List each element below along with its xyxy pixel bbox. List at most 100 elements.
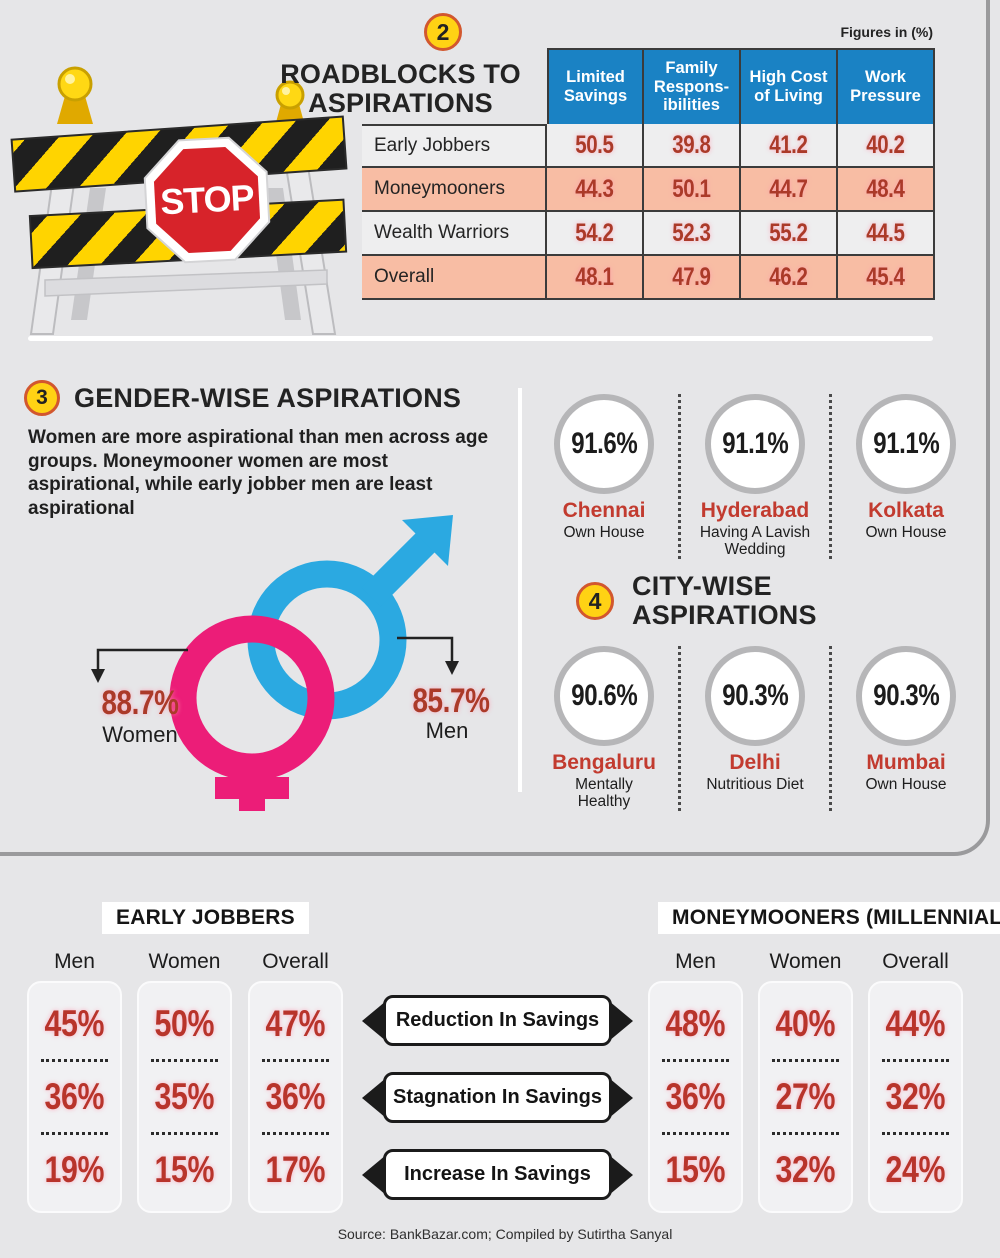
dotted-separator [262, 1059, 329, 1062]
city-row-top: 91.6% Chennai Own House 91.1% Hyderabad … [530, 394, 980, 559]
table-cell: 48.4 [838, 168, 935, 212]
men-callout-arrow [397, 636, 459, 675]
city-aspiration: Having A Lavish Wedding [699, 524, 811, 559]
table-value: 48.1 [575, 262, 614, 291]
city-title: CITY-WISE ASPIRATIONS [632, 571, 817, 631]
city-aspiration: Nutritious Diet [706, 776, 804, 793]
table-cell: 54.2 [547, 212, 644, 256]
stop-sign: STOP [143, 136, 271, 264]
savings-value: 45% [44, 1003, 105, 1044]
city-name: Mumbai [866, 751, 946, 774]
female-symbol [169, 615, 335, 811]
moneymooners-overall-column: 44% 32% 24% [868, 981, 963, 1213]
col-head-men: Men [675, 950, 716, 973]
table-cell: 47.9 [644, 256, 741, 300]
table-cell: 45.4 [838, 256, 935, 300]
roadblocks-title: ROADBLOCKS TO ASPIRATIONS [280, 59, 521, 119]
table-value: 44.7 [769, 174, 808, 203]
city-circle: 91.1% [856, 394, 956, 494]
city-name: Bengaluru [552, 751, 656, 774]
table-cell: 39.8 [644, 124, 741, 168]
city-aspiration: Own House [865, 776, 947, 793]
city-circle: 91.6% [554, 394, 654, 494]
male-symbol [247, 515, 453, 720]
col-head-women: Women [769, 950, 842, 973]
dotted-separator [262, 1132, 329, 1135]
early-jobbers-overall-column: 47% 36% 17% [248, 981, 343, 1213]
city-aspiration: Own House [865, 524, 947, 541]
dotted-separator [41, 1059, 108, 1062]
table-cell: 40.2 [838, 124, 935, 168]
label-text: Increase In Savings [404, 1163, 591, 1185]
dotted-separator [662, 1059, 729, 1062]
label-reduction-in-savings: Reduction In Savings [362, 995, 633, 1046]
col-header-high-cost-of-living: High Cost of Living [741, 48, 838, 124]
city-percentage: 90.3% [721, 679, 789, 712]
early-jobbers-heading: EARLY JOBBERS [102, 902, 309, 934]
section-3-badge: 3 [24, 380, 60, 416]
dotted-separator [882, 1132, 949, 1135]
city-aspiration: Own House [563, 524, 645, 541]
table-corner-spacer [362, 48, 547, 124]
table-value: 39.8 [672, 130, 711, 159]
arrow-left-icon [362, 1000, 386, 1041]
savings-value: 32% [885, 1076, 946, 1117]
col-header-family-responsibilities: Family Respons-ibilities [644, 48, 741, 124]
label-text: Reduction In Savings [395, 1009, 600, 1031]
table-value: 55.2 [769, 218, 808, 247]
dotted-separator [882, 1059, 949, 1062]
table-cell: 41.2 [741, 124, 838, 168]
roadblocks-table: Limited Savings Family Respons-ibilities… [362, 48, 935, 300]
city-percentage: 90.3% [872, 679, 940, 712]
city-item-bengaluru: 90.6% Bengaluru Mentally Healthy [530, 646, 678, 811]
gender-description: Women are more aspirational than men acr… [28, 427, 489, 519]
city-circle: 90.6% [554, 646, 654, 746]
table-cell: 46.2 [741, 256, 838, 300]
dotted-separator [151, 1132, 218, 1135]
table-value: 47.9 [672, 262, 711, 291]
dotted-separator [772, 1059, 839, 1062]
savings-value: 15% [154, 1149, 215, 1190]
roadblock-barrier-illustration: STOP [10, 66, 348, 335]
city-percentage: 91.1% [721, 427, 789, 460]
beacon-light-left [57, 66, 93, 124]
label-stagnation-in-savings: Stagnation In Savings [362, 1072, 633, 1123]
col-head-men: Men [54, 950, 95, 973]
savings-value: 44% [885, 1003, 946, 1044]
moneymooners-men-column: 48% 36% 15% [648, 981, 743, 1213]
gender-symbols-illustration [91, 515, 459, 811]
table-value: 48.4 [866, 174, 905, 203]
early-jobbers-men-column: 45% 36% 19% [27, 981, 122, 1213]
table-cell: 50.5 [547, 124, 644, 168]
city-item-chennai: 91.6% Chennai Own House [530, 394, 678, 559]
col-header-limited-savings: Limited Savings [547, 48, 644, 124]
city-circle: 91.1% [705, 394, 805, 494]
city-percentage: 91.6% [570, 427, 638, 460]
table-cell: 52.3 [644, 212, 741, 256]
dotted-separator [772, 1132, 839, 1135]
table-cell: 44.7 [741, 168, 838, 212]
table-value: 40.2 [866, 130, 905, 159]
dotted-separator [151, 1059, 218, 1062]
city-circle: 90.3% [856, 646, 956, 746]
source-note: Source: BankBazar.com; Compiled by Sutir… [337, 1226, 673, 1242]
table-value: 50.5 [575, 130, 614, 159]
section-2-badge: 2 [424, 13, 462, 51]
city-item-delhi: 90.3% Delhi Nutritious Diet [678, 646, 829, 811]
row-label-wealth-warriors: Wealth Warriors [362, 212, 547, 256]
savings-value: 35% [154, 1076, 215, 1117]
arrow-right-icon [609, 1000, 633, 1041]
table-value: 54.2 [575, 218, 614, 247]
city-name: Kolkata [868, 499, 944, 522]
table-value: 50.1 [672, 174, 711, 203]
savings-value: 32% [775, 1149, 836, 1190]
men-percentage-value: 85.7% [412, 682, 490, 720]
city-item-kolkata: 91.1% Kolkata Own House [829, 394, 980, 559]
section-4-badge: 4 [576, 582, 614, 620]
city-name: Chennai [562, 499, 646, 522]
horizontal-divider [28, 336, 933, 341]
table-value: 52.3 [672, 218, 711, 247]
table-value: 46.2 [769, 262, 808, 291]
savings-value: 47% [265, 1003, 326, 1044]
